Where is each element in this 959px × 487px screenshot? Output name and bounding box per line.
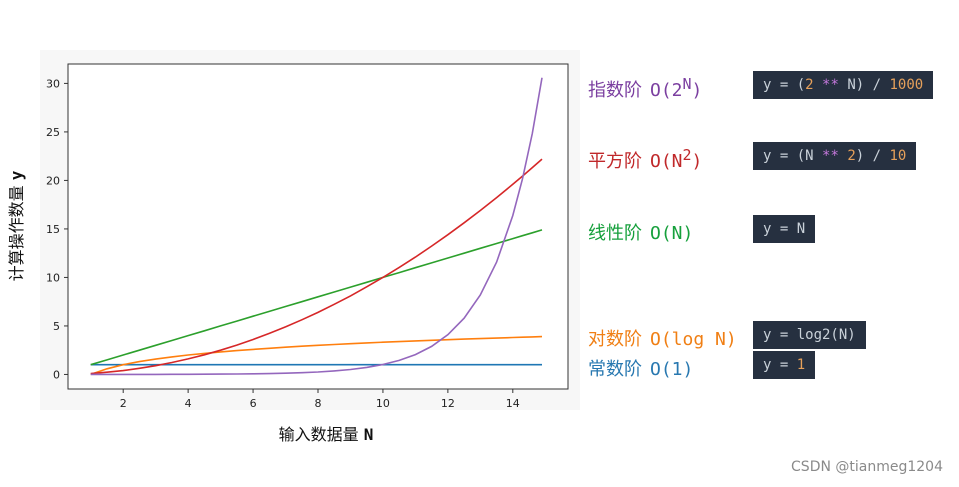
- x-axis-title-var: N: [364, 425, 374, 444]
- code-token: 1: [796, 357, 806, 373]
- legend-entry-formula: y = (N ** 2) / 10: [753, 142, 917, 170]
- legend-entry-name: 平方阶: [588, 151, 642, 172]
- legend-entry-complexity: O(log N): [650, 329, 737, 350]
- code-token: 10: [889, 148, 907, 164]
- y-tick-label: 25: [46, 126, 60, 139]
- code-token: N) /: [847, 77, 890, 93]
- legend-entry: 对数阶 O(log N): [588, 325, 737, 351]
- code-token: y =: [763, 357, 797, 373]
- legend-entry: 常数阶 O(1): [588, 355, 693, 381]
- legend-entry-formula: y = N: [753, 215, 816, 243]
- series-line-1: [90, 335, 543, 376]
- x-ticks: 2 4 6 8 10 12 14: [120, 389, 520, 410]
- y-ticks: 0 5 10 15 20 25 30: [46, 77, 68, 381]
- legend-entry-complexity: O(N2): [650, 146, 703, 172]
- y-tick-label: 5: [53, 320, 60, 333]
- series-layer: [90, 77, 543, 376]
- plot-frame: [67, 63, 569, 390]
- code-token: **: [813, 77, 848, 93]
- y-tick-label: 30: [46, 77, 60, 90]
- code-token: y = N: [763, 221, 806, 237]
- legend-entry-formula: y = log2(N): [753, 321, 866, 349]
- legend-entry-name: 对数阶: [588, 329, 642, 350]
- x-tick-label: 12: [441, 397, 455, 410]
- legend-entry: 指数阶 O(2N): [588, 75, 702, 102]
- x-axis-title-text: 输入数据量: [279, 425, 359, 444]
- x-tick-label: 8: [315, 397, 322, 410]
- code-token: y = (N: [763, 148, 823, 164]
- x-tick-label: 4: [185, 397, 192, 410]
- series-line-2: [90, 229, 543, 366]
- legend-entry-exponent: N: [682, 75, 692, 93]
- code-token: 2: [805, 77, 814, 93]
- y-axis-title-var: y: [7, 170, 26, 180]
- legend-entry: 平方阶 O(N2): [588, 146, 702, 173]
- y-tick-label: 10: [46, 271, 60, 284]
- legend-entry-formula: y = (2 ** N) / 1000: [753, 71, 934, 99]
- code-token: y = (: [763, 77, 806, 93]
- y-tick-label: 20: [46, 174, 60, 187]
- legend-entry-formula: y = 1: [753, 351, 816, 379]
- series-line-4: [90, 77, 543, 376]
- x-tick-label: 10: [376, 397, 390, 410]
- series-line-3: [90, 158, 543, 375]
- code-token: ) /: [855, 148, 890, 164]
- y-axis-title-text: 计算操作数量: [7, 185, 26, 281]
- legend-entry: 线性阶 O(N): [588, 219, 693, 245]
- code-token: y = log2(N): [763, 327, 856, 343]
- legend-entry-name: 线性阶: [588, 223, 642, 244]
- y-tick-label: 15: [46, 223, 60, 236]
- legend-entry-complexity: O(1): [650, 359, 694, 380]
- x-tick-label: 14: [506, 397, 520, 410]
- y-tick-label: 0: [53, 368, 60, 381]
- x-tick-label: 6: [250, 397, 257, 410]
- legend-entry-complexity: O(N): [650, 223, 694, 244]
- legend-entry-name: 指数阶: [588, 80, 642, 101]
- code-token: 2: [847, 148, 856, 164]
- legend-entry-exponent: 2: [682, 146, 692, 164]
- watermark: CSDN @tianmeg1204: [791, 459, 943, 475]
- code-token: **: [822, 148, 839, 164]
- legend-entry-complexity: O(2N): [650, 75, 703, 101]
- x-axis-title: 输入数据量 N: [279, 425, 374, 444]
- y-axis-title: 计算操作数量 y: [7, 170, 26, 281]
- code-token: 1000: [889, 77, 924, 93]
- legend-entry-name: 常数阶: [588, 359, 642, 380]
- x-tick-label: 2: [120, 397, 127, 410]
